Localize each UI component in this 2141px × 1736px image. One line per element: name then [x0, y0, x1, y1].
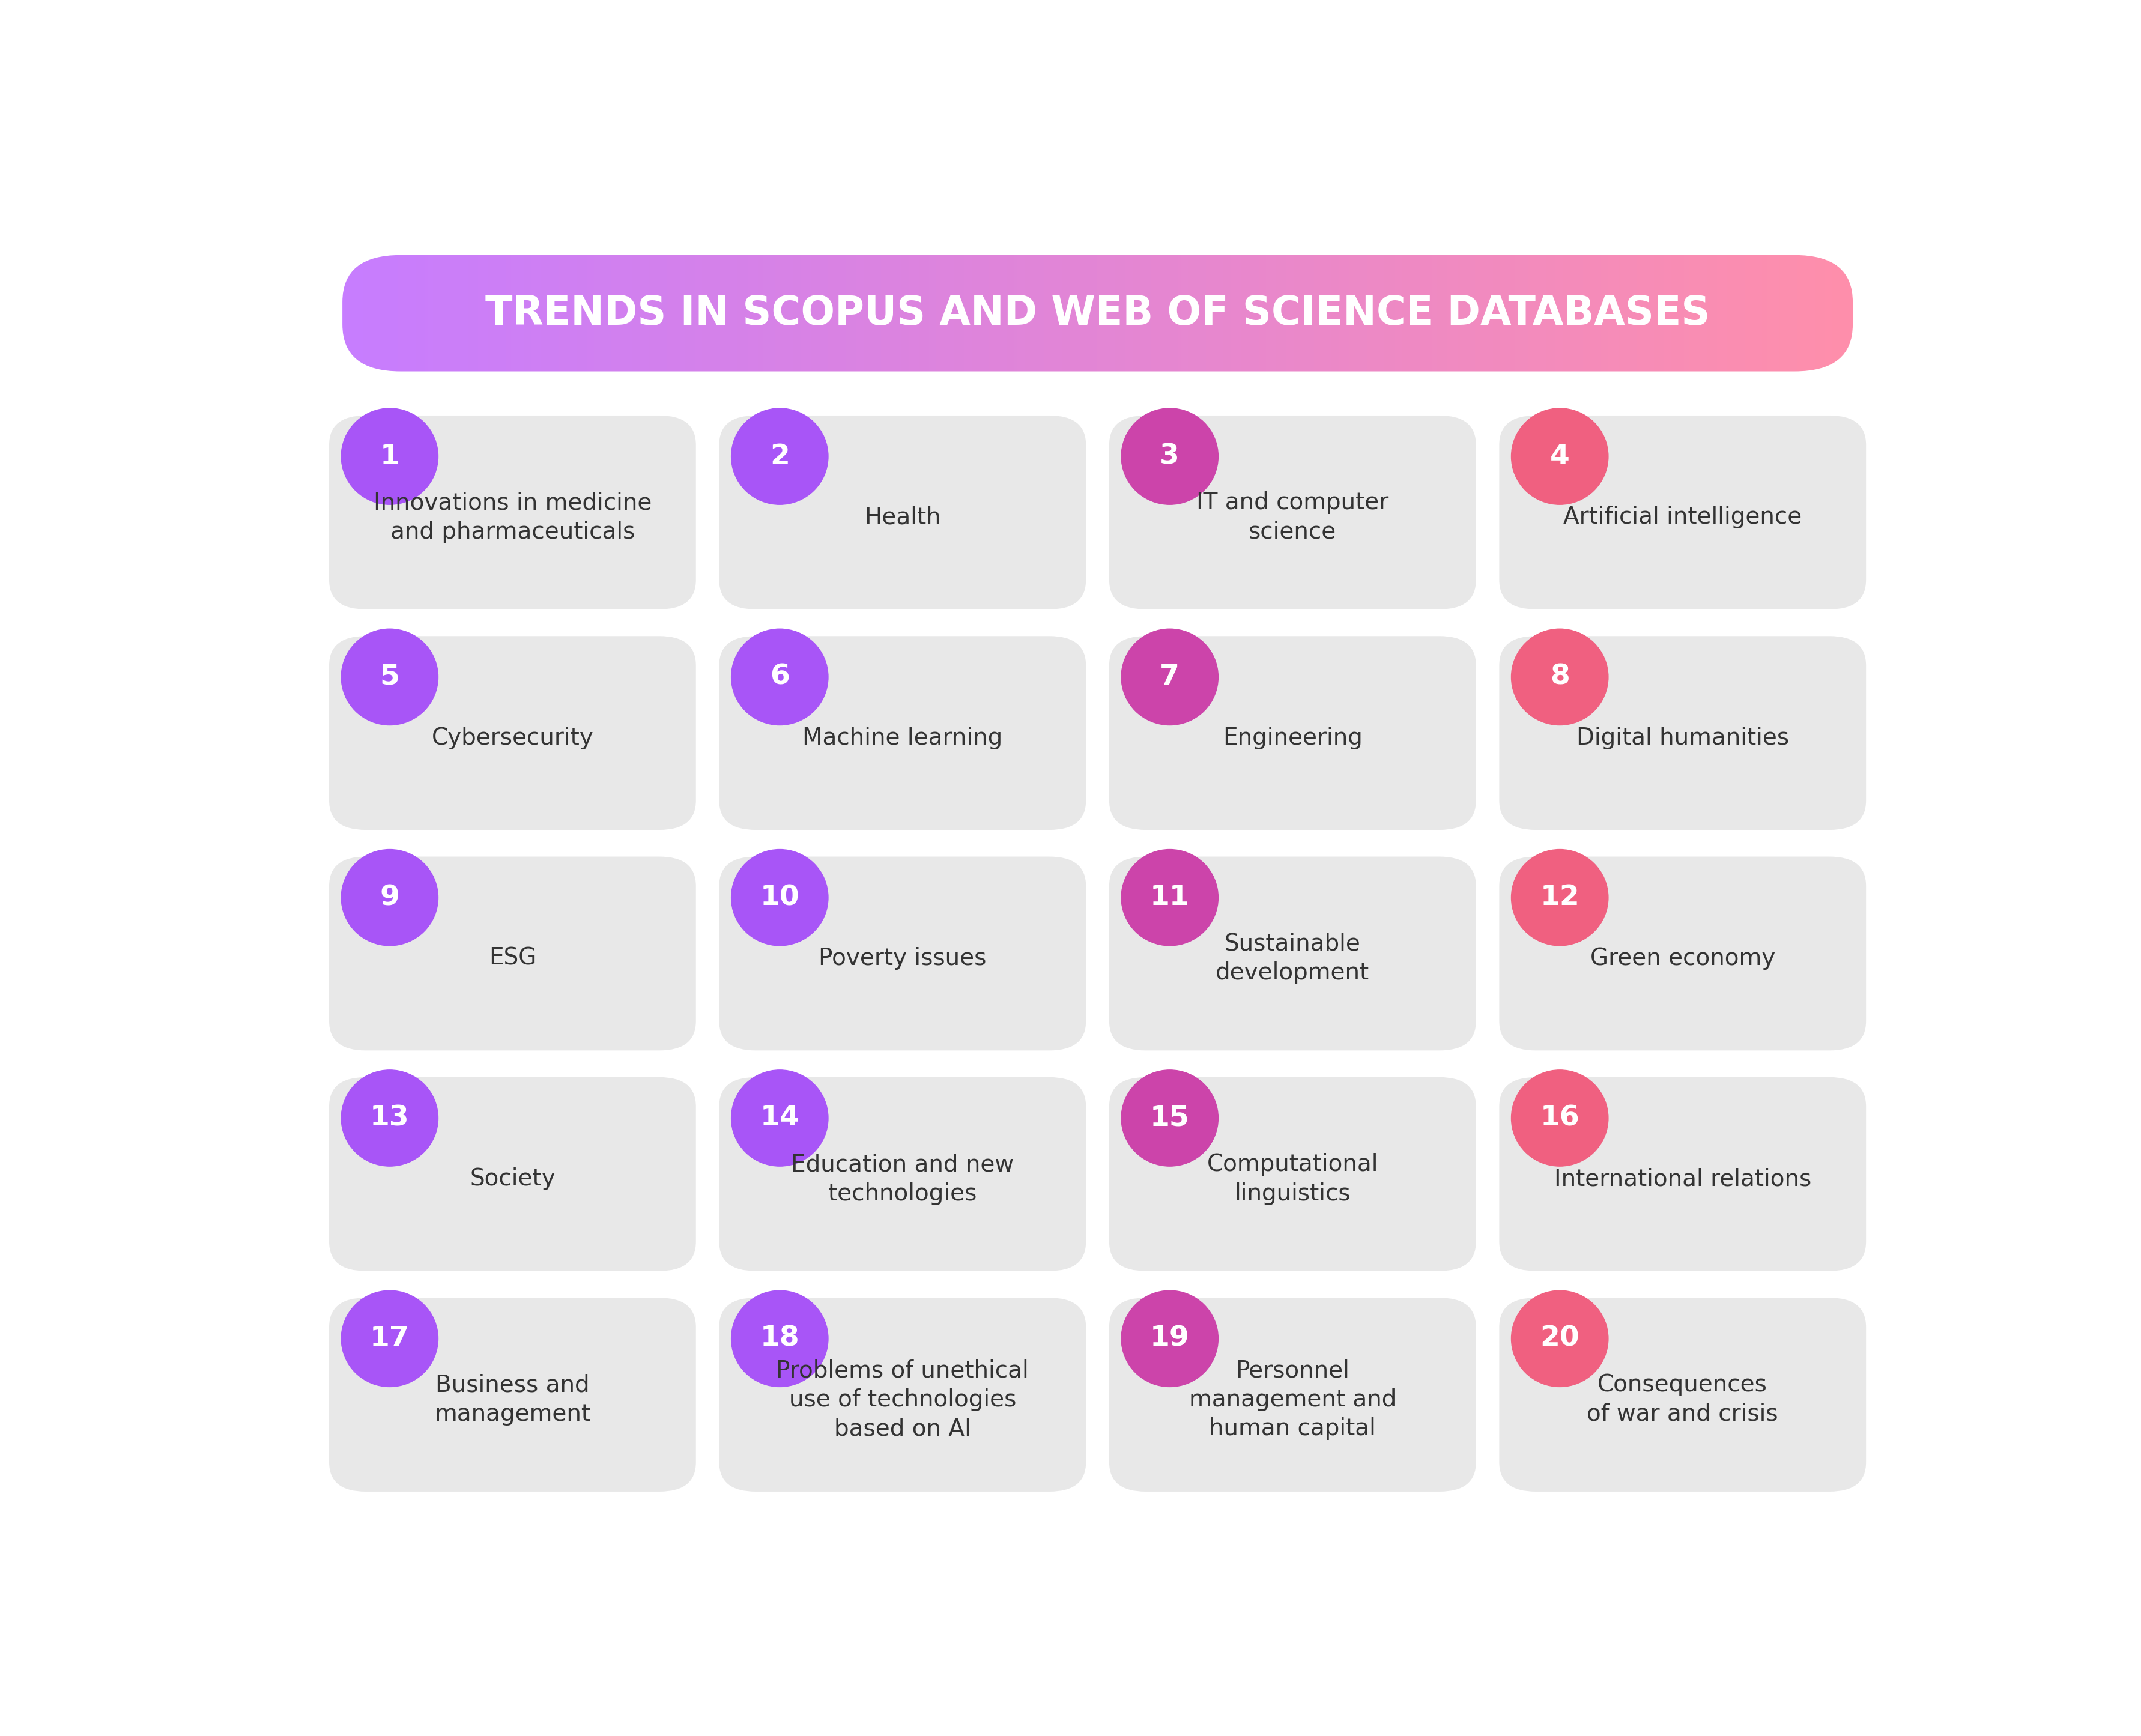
- FancyBboxPatch shape: [330, 1299, 696, 1491]
- Ellipse shape: [340, 408, 439, 505]
- FancyBboxPatch shape: [719, 635, 1085, 830]
- FancyBboxPatch shape: [1499, 1076, 1865, 1271]
- Text: 13: 13: [370, 1104, 409, 1132]
- Text: 14: 14: [760, 1104, 799, 1132]
- Text: TRENDS IN SCOPUS AND WEB OF SCIENCE DATABASES: TRENDS IN SCOPUS AND WEB OF SCIENCE DATA…: [486, 293, 1709, 333]
- Text: Personnel
management and
human capital: Personnel management and human capital: [1188, 1359, 1396, 1439]
- FancyBboxPatch shape: [719, 1299, 1085, 1491]
- Text: 1: 1: [379, 443, 400, 470]
- FancyBboxPatch shape: [330, 856, 696, 1050]
- Text: Business and
management: Business and management: [435, 1373, 591, 1425]
- Ellipse shape: [1122, 849, 1218, 946]
- FancyBboxPatch shape: [1109, 415, 1475, 609]
- Text: 5: 5: [379, 663, 400, 691]
- FancyBboxPatch shape: [330, 635, 696, 830]
- Ellipse shape: [730, 849, 829, 946]
- Ellipse shape: [730, 1069, 829, 1167]
- Ellipse shape: [730, 628, 829, 726]
- FancyBboxPatch shape: [330, 1076, 696, 1271]
- Text: 8: 8: [1550, 663, 1569, 691]
- Text: Computational
linguistics: Computational linguistics: [1208, 1153, 1379, 1205]
- FancyBboxPatch shape: [1499, 1299, 1865, 1491]
- Text: Sustainable
development: Sustainable development: [1216, 932, 1368, 984]
- Text: Health: Health: [865, 505, 940, 529]
- FancyBboxPatch shape: [719, 856, 1085, 1050]
- Ellipse shape: [340, 849, 439, 946]
- Text: 17: 17: [370, 1325, 409, 1352]
- Text: Education and new
technologies: Education and new technologies: [790, 1153, 1013, 1205]
- Ellipse shape: [1122, 1290, 1218, 1387]
- Ellipse shape: [1512, 628, 1608, 726]
- Text: Artificial intelligence: Artificial intelligence: [1563, 505, 1801, 529]
- Text: 9: 9: [379, 884, 400, 911]
- Text: Innovations in medicine
and pharmaceuticals: Innovations in medicine and pharmaceutic…: [373, 491, 651, 543]
- Ellipse shape: [340, 1290, 439, 1387]
- Text: ESG: ESG: [488, 946, 535, 970]
- Ellipse shape: [730, 1290, 829, 1387]
- Ellipse shape: [1122, 408, 1218, 505]
- Text: Society: Society: [469, 1168, 555, 1191]
- FancyBboxPatch shape: [1499, 635, 1865, 830]
- Text: 4: 4: [1550, 443, 1569, 470]
- FancyBboxPatch shape: [1109, 856, 1475, 1050]
- Text: Digital humanities: Digital humanities: [1576, 726, 1788, 750]
- FancyBboxPatch shape: [719, 1076, 1085, 1271]
- Ellipse shape: [730, 408, 829, 505]
- Text: 20: 20: [1539, 1325, 1580, 1352]
- Text: Engineering: Engineering: [1223, 726, 1362, 750]
- Text: 16: 16: [1539, 1104, 1580, 1132]
- Ellipse shape: [1122, 628, 1218, 726]
- Text: 3: 3: [1160, 443, 1180, 470]
- Text: 6: 6: [769, 663, 790, 691]
- Ellipse shape: [1122, 1069, 1218, 1167]
- Ellipse shape: [340, 628, 439, 726]
- Text: Green economy: Green economy: [1589, 946, 1775, 970]
- Text: 15: 15: [1150, 1104, 1188, 1132]
- Ellipse shape: [1512, 849, 1608, 946]
- Text: Consequences
of war and crisis: Consequences of war and crisis: [1586, 1373, 1777, 1425]
- Text: Machine learning: Machine learning: [803, 726, 1002, 750]
- FancyBboxPatch shape: [719, 415, 1085, 609]
- Text: Poverty issues: Poverty issues: [818, 946, 987, 970]
- Text: 7: 7: [1160, 663, 1180, 691]
- Text: 18: 18: [760, 1325, 799, 1352]
- FancyBboxPatch shape: [1109, 635, 1475, 830]
- Text: 11: 11: [1150, 884, 1188, 911]
- Text: 10: 10: [760, 884, 799, 911]
- FancyBboxPatch shape: [1499, 856, 1865, 1050]
- Text: 12: 12: [1539, 884, 1580, 911]
- FancyBboxPatch shape: [1109, 1299, 1475, 1491]
- Ellipse shape: [1512, 1069, 1608, 1167]
- Ellipse shape: [1512, 1290, 1608, 1387]
- FancyBboxPatch shape: [330, 415, 696, 609]
- FancyBboxPatch shape: [1499, 415, 1865, 609]
- Text: 19: 19: [1150, 1325, 1188, 1352]
- Text: Cybersecurity: Cybersecurity: [430, 726, 593, 750]
- Ellipse shape: [340, 1069, 439, 1167]
- Text: IT and computer
science: IT and computer science: [1197, 491, 1387, 543]
- Text: Problems of unethical
use of technologies
based on AI: Problems of unethical use of technologie…: [775, 1359, 1028, 1439]
- Text: International relations: International relations: [1554, 1168, 1811, 1191]
- FancyBboxPatch shape: [1109, 1076, 1475, 1271]
- Text: 2: 2: [769, 443, 790, 470]
- Ellipse shape: [1512, 408, 1608, 505]
